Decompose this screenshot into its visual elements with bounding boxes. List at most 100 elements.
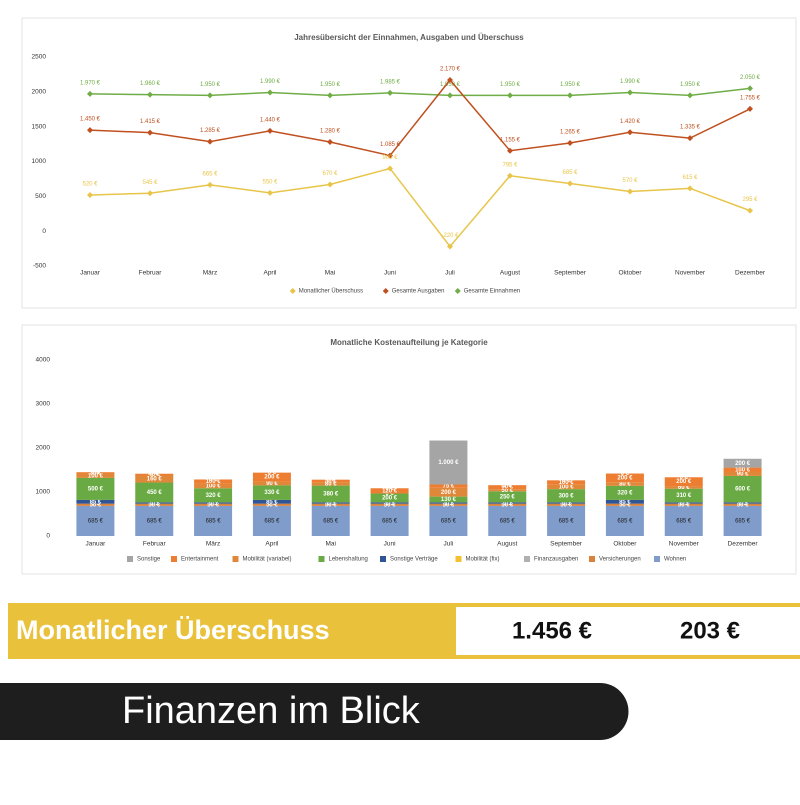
data-label: 200 €: [382, 496, 398, 502]
bar-segment: [370, 505, 409, 536]
data-label: 295 €: [742, 197, 758, 203]
bar-segment: [252, 481, 291, 486]
legend-marker: [454, 288, 461, 294]
bar-segment: [605, 485, 644, 500]
bar-segment: [547, 489, 586, 503]
bar-segment: [370, 502, 409, 504]
bar-segment: [429, 503, 468, 506]
data-label: 0 €: [385, 486, 394, 492]
data-label: 50 €: [266, 502, 278, 508]
x-tick-label: April: [263, 270, 277, 277]
bar-segment: [135, 502, 174, 504]
bar-segment: [605, 482, 644, 486]
bar-segment: [252, 505, 291, 536]
data-label: 50 €: [207, 502, 219, 508]
data-label: 570 €: [622, 178, 638, 184]
x-tick-label: Oktober: [613, 541, 637, 548]
point: [567, 92, 573, 99]
point: [447, 92, 453, 99]
bar-segment: [664, 488, 703, 503]
legend-marker: [318, 556, 325, 562]
bar-segment: [723, 458, 762, 468]
point: [687, 92, 693, 99]
legend-label: Finanzausgaben: [534, 557, 578, 563]
data-label: 0 €: [268, 470, 277, 476]
data-label: 310 €: [676, 493, 692, 499]
point: [447, 76, 453, 83]
bar-segment: [488, 505, 527, 536]
data-label: 1.265 €: [560, 130, 581, 136]
point: [567, 180, 573, 187]
data-label: 0 €: [562, 478, 571, 484]
point: [87, 90, 93, 97]
legend-label: Lebenshaltung: [329, 557, 368, 563]
data-label: 50 €: [678, 502, 690, 508]
data-label: 0 €: [91, 470, 100, 476]
data-label: 0 €: [680, 475, 689, 481]
bar-segment: [311, 503, 350, 506]
x-tick-label: November: [669, 541, 700, 548]
bar-segment: [76, 477, 115, 500]
data-label: 80 €: [619, 482, 631, 488]
bar-segment: [370, 503, 409, 506]
data-label: 0 €: [209, 477, 218, 483]
x-tick-label: Februar: [139, 270, 163, 277]
data-label: 685 €: [441, 519, 457, 525]
footer-title: Finanzen im Blick: [122, 690, 421, 732]
bar-segment: [194, 505, 233, 536]
bar-segment: [252, 499, 291, 504]
data-label: 0 €: [385, 501, 394, 507]
data-label: 75 €: [443, 484, 455, 490]
footer-banner: [0, 683, 629, 740]
point: [447, 243, 453, 250]
data-label: 30 €: [325, 501, 337, 507]
x-tick-label: März: [206, 541, 220, 548]
data-label: 100 €: [559, 485, 575, 491]
data-label: 0 €: [621, 471, 630, 477]
data-label: 0 €: [385, 491, 394, 497]
bar-segment: [370, 493, 409, 503]
bar-segment: [76, 499, 115, 504]
data-label: -220 €: [441, 233, 459, 239]
point: [327, 138, 333, 145]
bar-segment: [135, 503, 174, 506]
data-label: 685 €: [264, 519, 280, 525]
bar-segment: [429, 496, 468, 503]
data-label: 85 €: [619, 499, 631, 505]
data-label: 685 €: [206, 519, 222, 525]
data-label: 50 €: [443, 502, 455, 508]
data-label: 0 €: [621, 501, 630, 507]
data-label: 50 €: [90, 502, 102, 508]
data-label: 0 €: [503, 483, 512, 489]
x-tick-label: Dezember: [735, 270, 766, 277]
data-label: 550 €: [262, 179, 278, 185]
x-tick-label: August: [500, 270, 520, 277]
point: [87, 191, 93, 198]
y-tick-label: 2000: [36, 445, 51, 452]
data-label: 90 €: [501, 485, 513, 491]
bar-segment: [605, 473, 644, 483]
point: [507, 172, 513, 179]
data-label: 0 €: [268, 501, 277, 507]
summary-amount: 1.456 €: [512, 617, 592, 644]
bar-segment: [664, 486, 703, 489]
x-tick-label: November: [675, 270, 706, 277]
data-label: 30 €: [443, 501, 455, 507]
point: [507, 92, 513, 99]
data-label: 1.440 €: [260, 117, 281, 123]
data-label: 50 €: [737, 502, 749, 508]
line: [89, 87, 751, 97]
bar-segment: [664, 503, 703, 506]
point: [627, 129, 633, 136]
legend-label: Mobilität (variabel): [243, 557, 292, 563]
data-label: 200 €: [264, 475, 280, 481]
bar-segment: [547, 484, 586, 490]
data-label: 30 €: [90, 470, 102, 476]
point: [387, 152, 393, 159]
data-label: 1.000 €: [438, 460, 459, 466]
y-tick-label: 1000: [32, 158, 47, 165]
data-label: 120 €: [382, 488, 398, 494]
legend-label: Mobilität (fix): [466, 557, 500, 563]
x-tick-label: August: [497, 541, 517, 548]
